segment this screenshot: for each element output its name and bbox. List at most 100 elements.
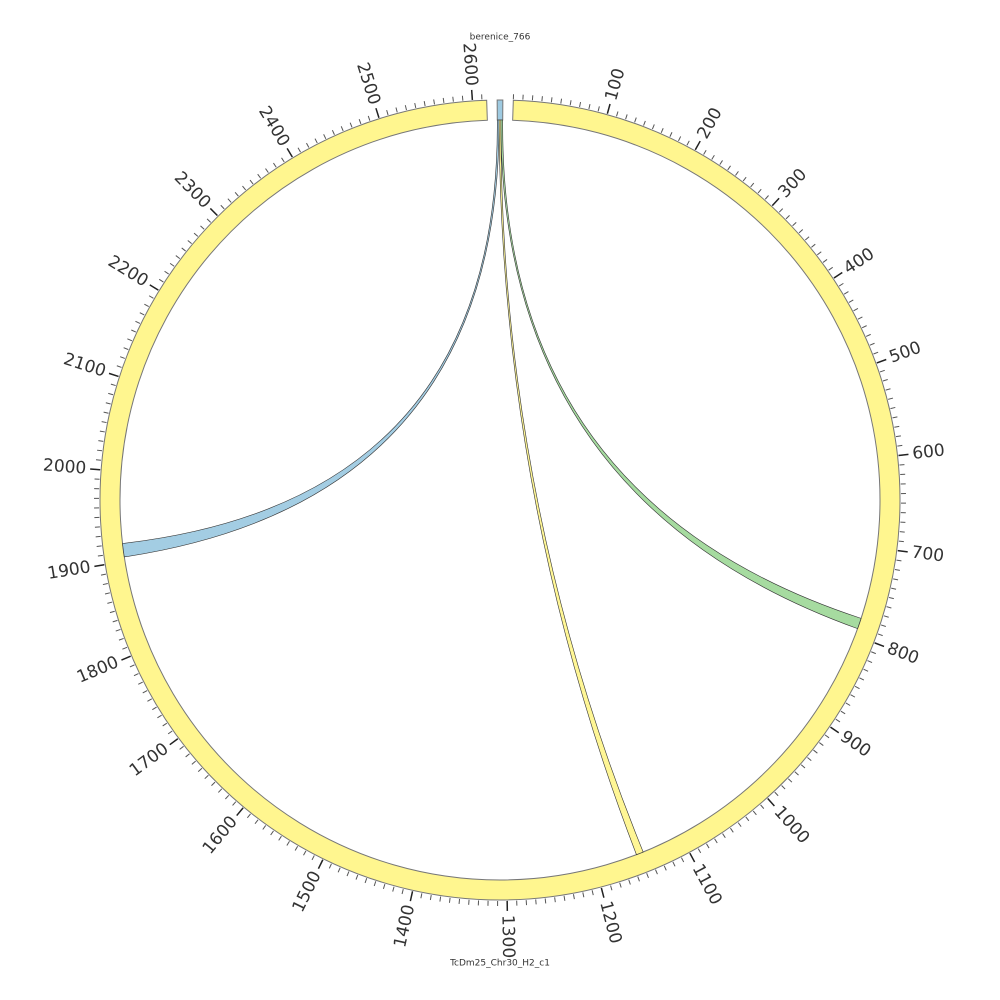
minor-tick bbox=[340, 126, 344, 132]
minor-tick bbox=[857, 316, 863, 320]
minor-tick bbox=[853, 307, 859, 312]
segment bbox=[99, 99, 901, 901]
minor-tick bbox=[706, 843, 710, 849]
segment bbox=[496, 99, 504, 121]
major-tick bbox=[149, 284, 159, 291]
minor-tick bbox=[227, 198, 232, 203]
minor-tick bbox=[854, 685, 860, 690]
minor-tick bbox=[152, 706, 157, 711]
minor-tick bbox=[99, 430, 105, 433]
minor-tick bbox=[138, 681, 143, 685]
minor-tick bbox=[257, 173, 262, 179]
minor-tick bbox=[569, 100, 572, 106]
minor-tick bbox=[579, 101, 582, 108]
minor-tick bbox=[893, 578, 899, 581]
minor-tick bbox=[838, 282, 844, 287]
minor-tick bbox=[894, 568, 900, 571]
minor-tick bbox=[281, 157, 285, 163]
minor-tick bbox=[888, 596, 894, 600]
minor-tick bbox=[804, 236, 810, 241]
minor-tick bbox=[655, 869, 658, 875]
tick-label: 1900 bbox=[46, 557, 92, 584]
minor-tick bbox=[246, 813, 251, 819]
major-tick bbox=[606, 103, 611, 114]
minor-tick bbox=[167, 730, 173, 735]
minor-tick bbox=[101, 421, 107, 424]
minor-tick bbox=[541, 96, 543, 102]
major-tick bbox=[169, 738, 179, 746]
minor-tick bbox=[262, 825, 267, 830]
minor-tick bbox=[582, 892, 585, 898]
minor-tick bbox=[686, 140, 690, 146]
minor-tick bbox=[118, 637, 124, 641]
minor-tick bbox=[628, 879, 631, 885]
major-tick bbox=[236, 807, 244, 817]
minor-tick bbox=[672, 861, 676, 867]
minor-tick bbox=[346, 871, 350, 877]
minor-tick bbox=[663, 865, 667, 871]
minor-tick bbox=[883, 615, 889, 618]
minor-tick bbox=[787, 778, 793, 783]
tick-label: 2000 bbox=[42, 455, 87, 478]
tick-label: 900 bbox=[836, 727, 874, 762]
minor-tick bbox=[433, 99, 435, 105]
minor-tick bbox=[800, 764, 806, 769]
minor-tick bbox=[840, 710, 846, 715]
minor-tick bbox=[730, 827, 734, 833]
minor-tick bbox=[115, 628, 121, 632]
major-tick bbox=[375, 107, 380, 118]
major-tick bbox=[317, 859, 324, 870]
minor-tick bbox=[242, 185, 247, 191]
tick-label: 400 bbox=[840, 244, 878, 279]
tick-label: 500 bbox=[887, 338, 924, 368]
minor-tick bbox=[142, 690, 148, 694]
minor-tick bbox=[735, 171, 739, 176]
tick-label: 2400 bbox=[254, 103, 294, 150]
minor-tick bbox=[824, 734, 830, 739]
minor-tick bbox=[781, 785, 786, 790]
minor-tick bbox=[185, 753, 190, 758]
minor-tick bbox=[886, 606, 892, 609]
minor-tick bbox=[355, 874, 359, 880]
minor-tick bbox=[358, 119, 362, 125]
minor-tick bbox=[752, 810, 757, 816]
minor-tick bbox=[204, 774, 209, 780]
minor-tick bbox=[588, 103, 591, 110]
minor-tick bbox=[104, 592, 111, 595]
segment-label: berenice_766 bbox=[470, 33, 531, 43]
major-tick bbox=[771, 197, 780, 207]
minor-tick bbox=[894, 425, 900, 428]
minor-tick bbox=[127, 338, 133, 342]
minor-tick bbox=[119, 356, 125, 359]
tick-label: 300 bbox=[774, 165, 811, 202]
minor-tick bbox=[678, 136, 682, 142]
minor-tick bbox=[96, 545, 102, 547]
minor-tick bbox=[625, 114, 628, 120]
minor-tick bbox=[703, 149, 707, 155]
minor-tick bbox=[888, 397, 894, 400]
minor-tick bbox=[187, 240, 192, 245]
minor-tick bbox=[737, 822, 742, 827]
major-tick bbox=[209, 207, 218, 217]
minor-tick bbox=[816, 251, 822, 256]
minor-tick bbox=[249, 179, 254, 185]
minor-tick bbox=[382, 883, 386, 890]
minor-tick bbox=[798, 229, 804, 234]
tick-label: 1000 bbox=[770, 802, 814, 848]
tick-label: 1800 bbox=[74, 652, 122, 687]
minor-tick bbox=[742, 176, 747, 182]
minor-tick bbox=[133, 673, 139, 677]
link bbox=[500, 119, 862, 630]
minor-tick bbox=[232, 801, 237, 806]
major-tick bbox=[600, 887, 605, 898]
minor-tick bbox=[139, 312, 145, 316]
minor-tick bbox=[265, 168, 269, 173]
minor-tick bbox=[610, 885, 613, 891]
minor-tick bbox=[880, 624, 886, 627]
major-tick bbox=[121, 655, 131, 661]
minor-tick bbox=[323, 134, 327, 140]
minor-tick bbox=[867, 660, 873, 663]
minor-tick bbox=[164, 270, 169, 275]
minor-tick bbox=[873, 351, 879, 355]
minor-tick bbox=[452, 96, 454, 102]
